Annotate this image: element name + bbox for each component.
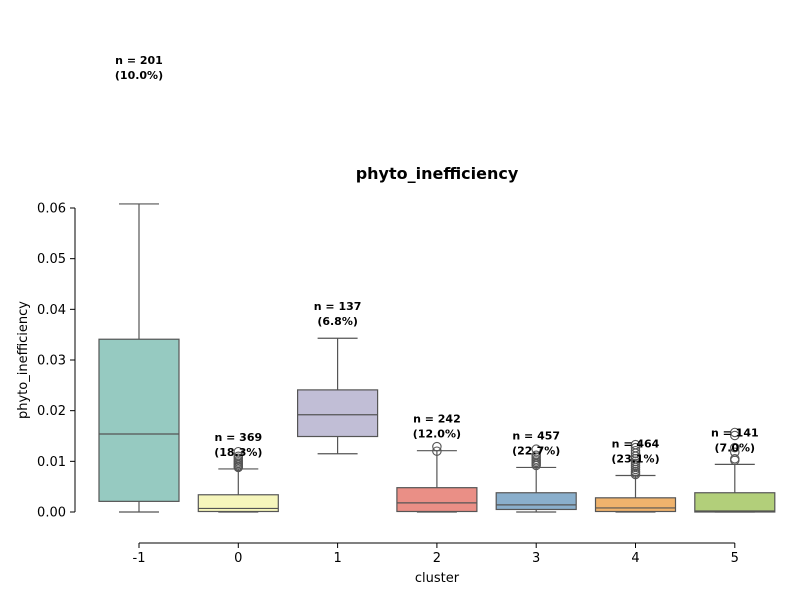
percent-label: (7.0%): [715, 441, 756, 454]
outlier-point: [233, 446, 244, 457]
iqr-box: [694, 492, 776, 513]
x-tick-label: -1: [133, 551, 146, 566]
iqr-box: [594, 497, 677, 513]
x-tick-label: 4: [631, 551, 639, 566]
outlier-point: [630, 439, 641, 450]
count-label: n = 464: [612, 438, 660, 451]
count-label: n = 457: [512, 429, 560, 442]
y-tick-label: 0.01: [37, 455, 66, 470]
chart-title: phyto_inefficiency: [356, 164, 519, 183]
y-tick-label: 0.05: [37, 252, 66, 267]
x-axis: -1 0 1 2 3 4 5: [133, 542, 739, 566]
outlier-point: [730, 430, 740, 441]
count-label: n = 137: [314, 300, 362, 313]
outlier-point: [630, 445, 641, 456]
y-tick-label: 0.03: [37, 354, 66, 369]
count-label: n = 242: [413, 413, 461, 426]
box-group: n = 201 (10.0%): [98, 54, 180, 513]
count-label: n = 141: [711, 426, 759, 439]
outlier-point: [233, 451, 244, 462]
iqr-box: [197, 494, 279, 513]
iqr-box: [98, 338, 180, 502]
count-label: n = 369: [214, 431, 262, 444]
y-tick-label: 0.06: [37, 202, 66, 217]
percent-label: (18.3%): [214, 446, 262, 459]
percent-label: (23.1%): [611, 453, 659, 466]
box-group: n = 141 (7.0%): [694, 426, 776, 513]
x-tick-label: 1: [333, 551, 341, 566]
outlier-point: [730, 442, 740, 453]
outlier-point: [730, 454, 740, 464]
outlier-point: [730, 427, 740, 438]
count-label: n = 201: [115, 54, 163, 67]
iqr-box: [495, 492, 577, 511]
box-group: n = 369 (18.3%): [197, 431, 279, 513]
box-series: n = 201 (10.0%) n = 369 (18.3%) n = 137 (6.8%…: [98, 54, 776, 513]
outlier-point: [432, 446, 442, 456]
outlier-point: [531, 444, 541, 454]
x-tick-label: 0: [234, 551, 242, 566]
outlier-point: [730, 447, 740, 457]
y-axis: 0.00 0.01 0.02 0.03 0.04 0.05 0.06: [37, 202, 76, 521]
y-tick-label: 0.04: [37, 303, 66, 318]
box-group: n = 137 (6.8%): [297, 300, 379, 455]
box-group: n = 457 (22.7%): [495, 429, 577, 513]
y-tick-label: 0.02: [37, 404, 66, 419]
iqr-box: [297, 389, 379, 438]
iqr-box: [396, 487, 478, 513]
y-tick-label: 0.00: [37, 506, 66, 521]
x-tick-label: 2: [433, 551, 441, 566]
box-group: n = 242 (12.0%): [396, 413, 478, 513]
outlier-point: [531, 450, 541, 461]
y-axis-label: phyto_inefficiency: [16, 301, 31, 419]
outlier-point: [630, 442, 641, 453]
outlier-point: [432, 441, 442, 452]
x-axis-label: cluster: [415, 571, 460, 586]
percent-label: (22.7%): [512, 444, 560, 457]
percent-label: (10.0%): [115, 69, 163, 82]
box-group: n = 464 (23.1%): [594, 438, 677, 513]
x-tick-label: 5: [731, 551, 739, 566]
x-tick-label: 3: [532, 551, 540, 566]
percent-label: (12.0%): [413, 428, 461, 441]
percent-label: (6.8%): [317, 315, 358, 328]
